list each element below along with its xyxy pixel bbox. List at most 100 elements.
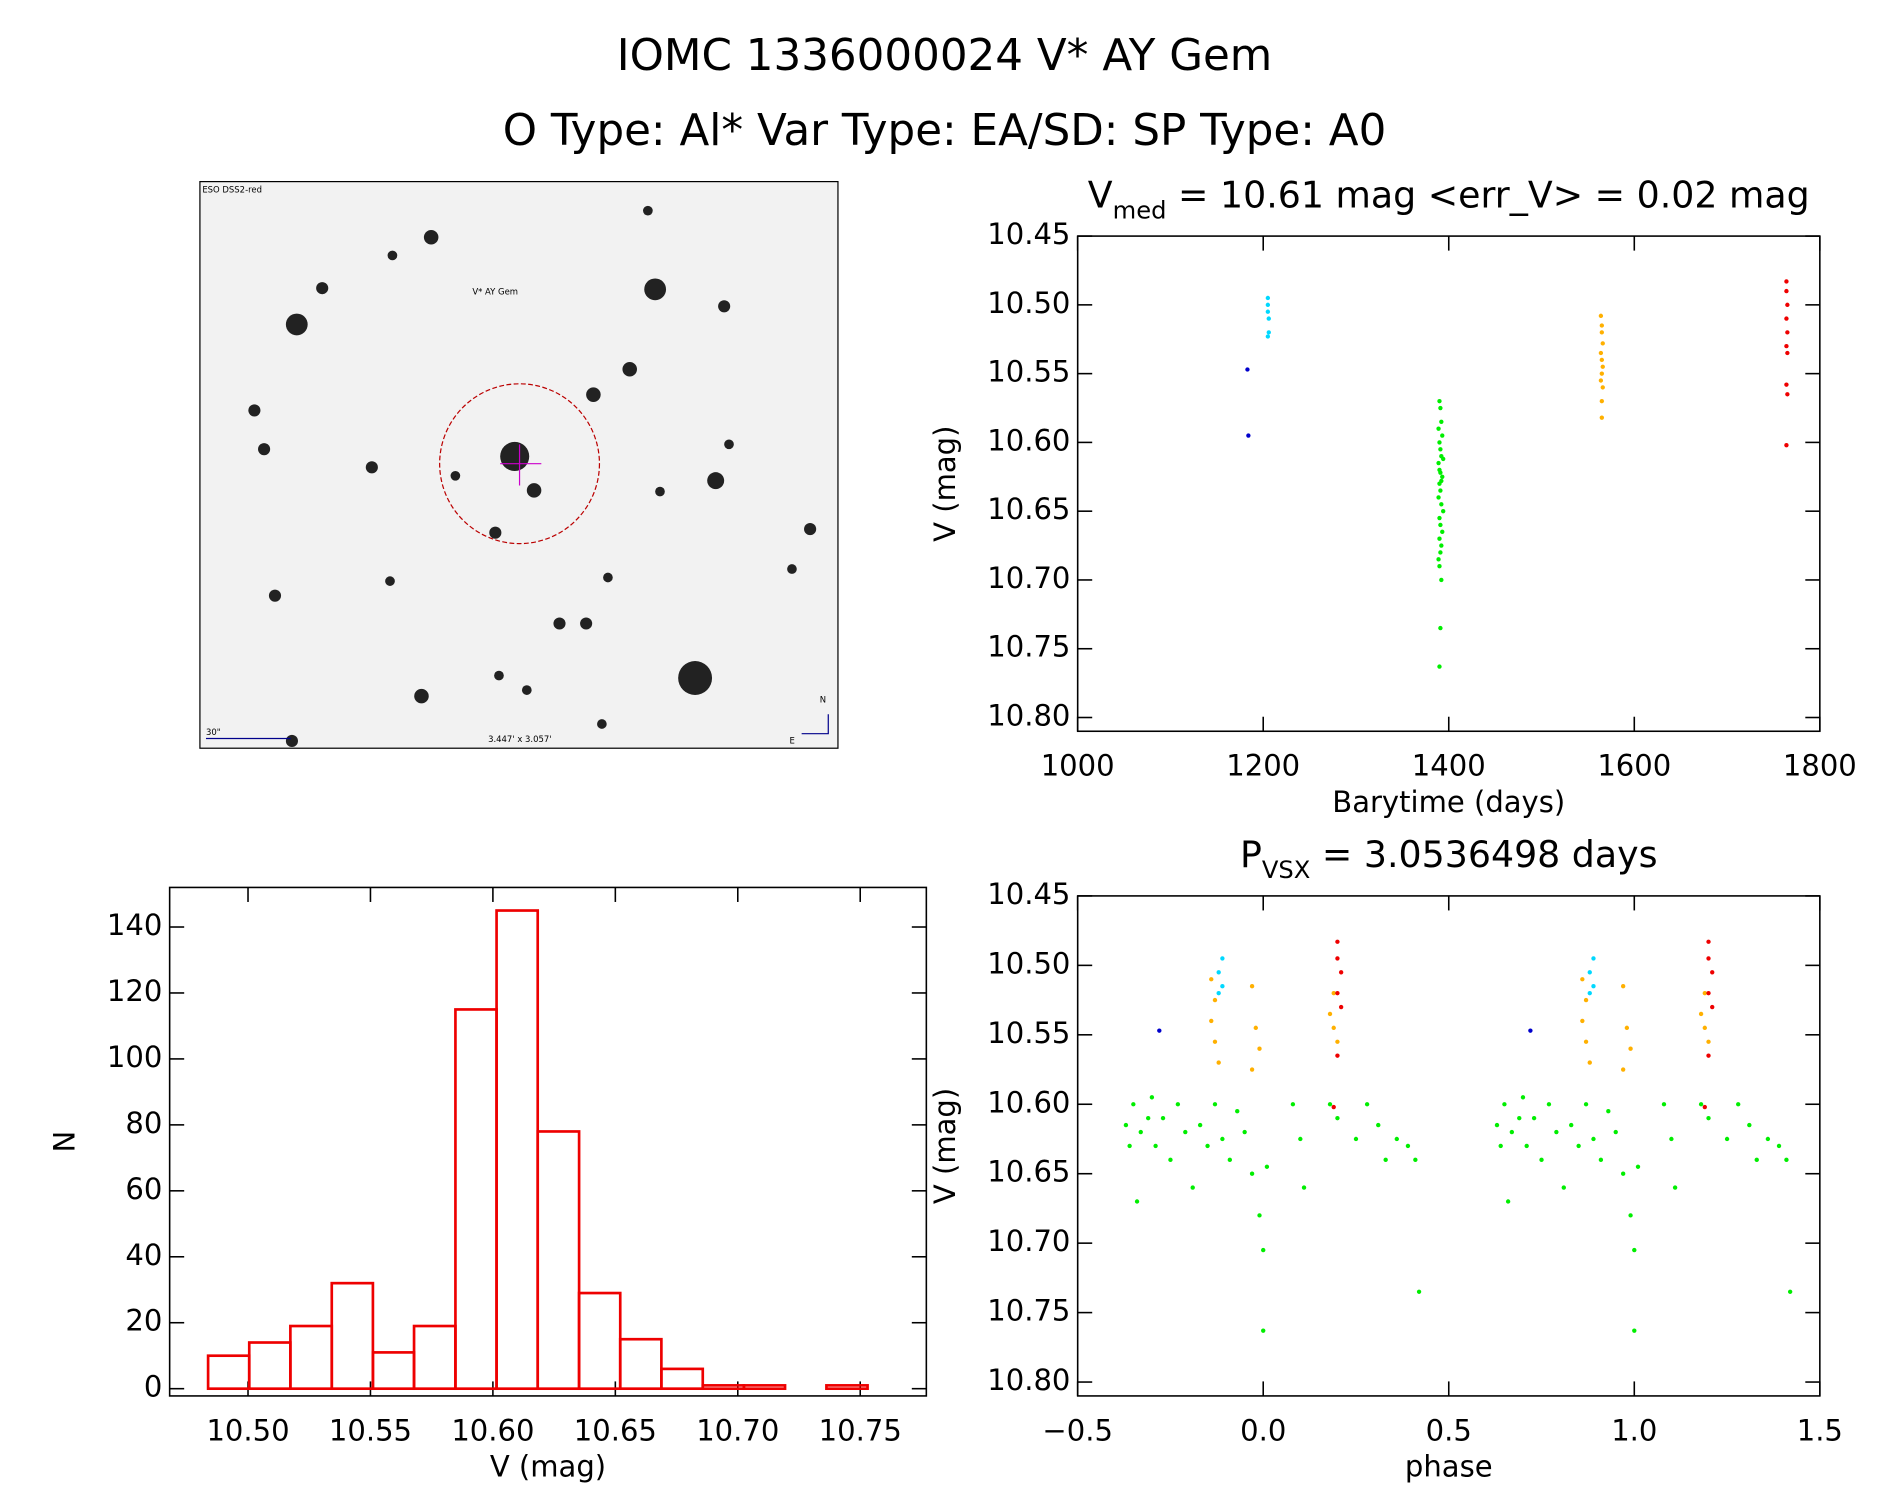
- data-point: [1439, 502, 1444, 507]
- histogram-bar: [289, 1324, 334, 1391]
- y-tick-label: 10.65: [987, 492, 1070, 526]
- y-tick-label: 0: [144, 1370, 162, 1404]
- data-point: [1599, 323, 1605, 328]
- data-point: [1220, 1136, 1225, 1142]
- data-point: [1437, 515, 1442, 521]
- data-point: [1494, 1122, 1500, 1128]
- data-point: [1264, 1164, 1270, 1169]
- data-point: [1266, 330, 1271, 335]
- image-field: 3.447' x 3.057': [488, 734, 552, 744]
- y-tick-label: 120: [107, 974, 162, 1008]
- data-point: [1437, 398, 1442, 404]
- data-point: [1216, 1060, 1221, 1065]
- data-point: [1413, 1157, 1418, 1162]
- data-point: [1335, 939, 1340, 944]
- y-tick-label: 10.45: [987, 217, 1070, 251]
- y-tick-label: 10.55: [987, 1016, 1070, 1050]
- y-tick-label: 10.70: [987, 1224, 1070, 1258]
- data-point: [1127, 1143, 1132, 1149]
- data-point: [1706, 1115, 1711, 1121]
- data-point: [1598, 313, 1604, 319]
- data-point: [1599, 330, 1605, 335]
- y-tick-label: 10.55: [987, 355, 1070, 389]
- data-point: [1787, 1289, 1793, 1294]
- data-point: [1331, 1025, 1336, 1031]
- data-point: [1754, 1157, 1759, 1162]
- data-point: [1598, 378, 1604, 383]
- data-point: [1439, 577, 1444, 583]
- y-tick-label: 60: [125, 1172, 162, 1206]
- data-point: [1146, 1115, 1151, 1121]
- data-point: [1335, 1053, 1340, 1058]
- x-axis-label: phase: [1405, 1450, 1493, 1484]
- data-point: [1784, 343, 1789, 349]
- data-point: [1524, 1143, 1529, 1149]
- data-point: [1440, 433, 1445, 438]
- x-tick-label: 0.0: [1240, 1413, 1286, 1447]
- chart-title: PVSX = 3.0536498 days: [1240, 833, 1658, 884]
- histogram-bar: [495, 909, 540, 1391]
- data-point: [1405, 1143, 1411, 1149]
- x-tick-label: 1.0: [1611, 1413, 1657, 1447]
- data-point: [1331, 1104, 1336, 1110]
- data-point: [1364, 1102, 1370, 1107]
- data-point: [1624, 1025, 1630, 1031]
- data-point: [1587, 1060, 1592, 1065]
- data-point: [1197, 1122, 1203, 1128]
- data-point: [1600, 341, 1605, 346]
- data-point: [1620, 1067, 1626, 1072]
- x-tick-label: 1800: [1783, 749, 1857, 783]
- data-point: [1785, 330, 1790, 335]
- data-point: [1600, 364, 1605, 369]
- data-point: [1353, 1136, 1359, 1142]
- data-point: [1138, 1129, 1143, 1135]
- data-point: [1509, 1129, 1515, 1135]
- histogram-bar: [742, 1384, 787, 1391]
- data-point: [1583, 997, 1589, 1003]
- image-east: E: [790, 735, 795, 745]
- data-point: [1702, 1025, 1707, 1031]
- data-point: [1440, 474, 1445, 479]
- y-tick-label: 10.80: [987, 699, 1070, 733]
- y-axis-label: N: [48, 1131, 82, 1153]
- data-point: [1628, 1213, 1633, 1218]
- data-point: [1438, 470, 1443, 475]
- data-point: [1261, 1247, 1266, 1253]
- histogram-bar: [330, 1281, 375, 1391]
- data-point: [1209, 977, 1214, 982]
- data-point: [1698, 1102, 1704, 1107]
- x-tick-label: −0.5: [1042, 1413, 1113, 1447]
- x-tick-label: 10.60: [451, 1413, 534, 1447]
- data-point: [1632, 1247, 1637, 1253]
- data-point: [1724, 1136, 1730, 1142]
- data-point: [1327, 1011, 1333, 1017]
- data-point: [1702, 990, 1707, 996]
- data-point: [1437, 440, 1442, 445]
- y-tick-label: 10.50: [987, 286, 1070, 320]
- data-point: [1784, 442, 1789, 448]
- data-point: [1710, 1004, 1715, 1010]
- data-point: [1580, 1018, 1585, 1024]
- x-tick-label: 10.75: [819, 1413, 902, 1447]
- data-point: [1438, 625, 1443, 631]
- data-point: [1301, 1185, 1307, 1190]
- data-point: [1498, 1143, 1503, 1149]
- data-point: [1587, 990, 1592, 996]
- histogram-bar: [536, 1130, 581, 1391]
- data-point: [1591, 984, 1596, 989]
- data-point: [1628, 1046, 1633, 1051]
- data-point: [1669, 1136, 1674, 1142]
- histogram-bar: [825, 1384, 869, 1391]
- image-survey: ESO DSS2-red: [202, 185, 262, 195]
- x-axis-label: Barytime (days): [1332, 785, 1565, 819]
- data-point: [1149, 1095, 1155, 1100]
- data-point: [1706, 1053, 1711, 1058]
- data-point: [1438, 447, 1443, 452]
- data-point: [1520, 1095, 1526, 1100]
- x-tick-label: 10.55: [329, 1413, 412, 1447]
- data-point: [1606, 1109, 1611, 1114]
- data-point: [1331, 990, 1336, 996]
- data-point: [1212, 997, 1218, 1003]
- data-point: [1394, 1136, 1399, 1142]
